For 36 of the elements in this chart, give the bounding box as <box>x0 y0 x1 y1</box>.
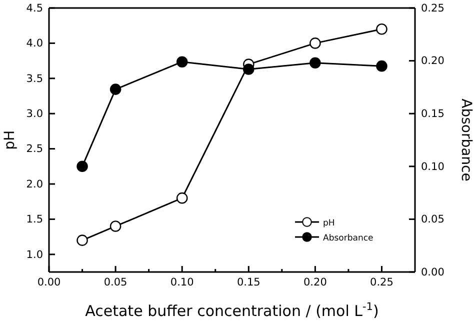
point <box>176 56 188 68</box>
legend-label: Absorbance <box>323 234 374 244</box>
y-tick-label: 3.5 <box>26 72 43 85</box>
y-tick-label: 1.5 <box>26 214 43 226</box>
point <box>242 64 254 75</box>
y-tick-label: 2.0 <box>26 178 43 190</box>
y-tick-label: 2.5 <box>26 143 43 156</box>
point <box>376 60 388 72</box>
point <box>110 220 122 232</box>
y2-tick-label: 0.20 <box>421 55 444 68</box>
y2-tick-label: 0.05 <box>421 214 444 226</box>
x-tick-label: 0.05 <box>104 276 128 288</box>
y-tick-label: 4.0 <box>26 38 43 50</box>
y-axis-title: pH <box>2 130 18 150</box>
x-tick-label: 0.20 <box>303 276 327 288</box>
y-tick-label: 3.0 <box>26 108 43 120</box>
y2-tick-label: 0.25 <box>421 2 444 14</box>
x-tick-label: 0.00 <box>37 276 61 288</box>
point <box>76 234 88 246</box>
point <box>376 23 388 35</box>
y2-axis-title: Absorbance <box>458 98 474 182</box>
point <box>176 192 188 204</box>
point <box>310 38 321 49</box>
y2-tick-label: 0.15 <box>421 108 444 120</box>
point <box>110 84 122 95</box>
x-axis-title: Acetate buffer concentration / (mol L$^{-1}$) <box>85 301 379 320</box>
x-tick-label: 0.15 <box>236 276 260 288</box>
x-tick-label: 0.25 <box>370 276 394 288</box>
y-tick-label: 4.5 <box>26 2 43 14</box>
point <box>310 57 321 69</box>
point <box>76 160 88 172</box>
y2-tick-label: 0.10 <box>421 160 444 173</box>
y2-tick-label: 0.00 <box>421 266 444 278</box>
x-tick-label: 0.10 <box>170 276 194 288</box>
legend-label: pH <box>323 218 335 228</box>
y-tick-label: 1.0 <box>26 248 43 261</box>
